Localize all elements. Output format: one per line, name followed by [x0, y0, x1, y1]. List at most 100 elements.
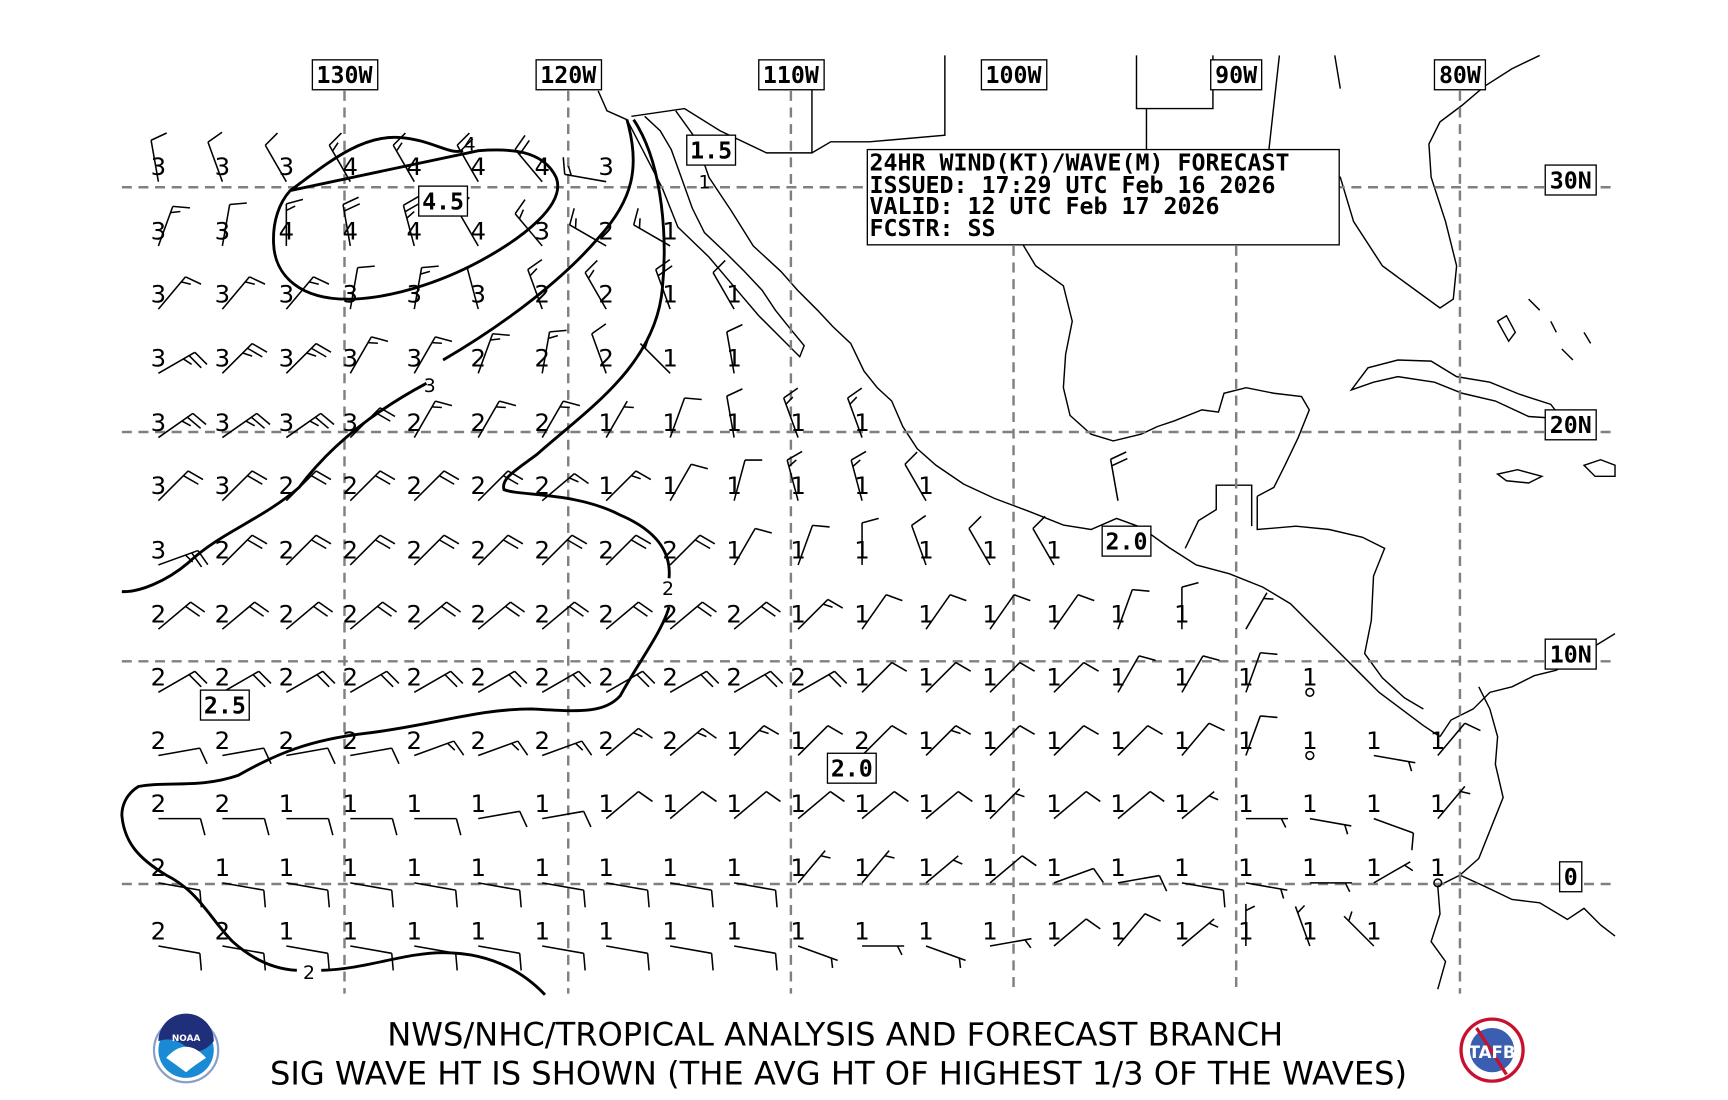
wind-barb-full [172, 205, 190, 209]
wind-barb-shaft [1053, 725, 1085, 757]
wind-barb-full [710, 890, 714, 908]
wind-barb-half [242, 352, 253, 357]
wind-barb [413, 470, 460, 502]
wind-barb-shaft [221, 601, 256, 630]
graticule [121, 90, 1616, 994]
wind-barb [221, 342, 268, 374]
wind-barb-full [774, 890, 778, 908]
wave-height-value: 2 [534, 471, 550, 500]
wind-barb-shaft [541, 534, 573, 566]
wind-barb-full [572, 674, 586, 688]
wave-height-value: 1 [854, 600, 870, 629]
wind-barb-half [1460, 790, 1471, 795]
wind-barb-full [582, 953, 586, 971]
wind-barb-shaft [158, 351, 196, 374]
wind-barb-shaft [669, 534, 701, 566]
wind-barb-shaft [1294, 906, 1311, 947]
wind-barb-shaft [158, 549, 199, 566]
wind-barb-shaft [1373, 754, 1416, 764]
wind-barb-shaft [989, 937, 1032, 947]
wind-barb-full [194, 670, 208, 685]
wind-barb [989, 593, 1031, 630]
wave-height-value: 2 [470, 344, 486, 373]
wind-barb [541, 740, 593, 757]
wind-barb [861, 725, 908, 757]
wind-barb [350, 817, 398, 836]
wave-height-value: 2 [215, 726, 231, 755]
wave-height-value: 2 [151, 663, 167, 692]
wind-barb-full [466, 259, 483, 270]
wave-height-value: 3 [279, 408, 295, 437]
wind-barb-full [247, 539, 263, 550]
wind-barb-full [518, 953, 522, 971]
wind-barb [350, 945, 395, 971]
wind-barb [1053, 790, 1101, 820]
hispaniola-coast [1582, 458, 1616, 478]
wind-barb-shaft [1053, 594, 1079, 630]
wind-barb-full [502, 539, 519, 550]
wind-barb-half [644, 338, 649, 349]
wind-barb-full [249, 605, 265, 617]
wind-barb-full [514, 199, 526, 215]
wind-barb-shaft [413, 601, 448, 630]
bahamas-islands [1496, 298, 1592, 361]
wind-barb-full [251, 342, 268, 353]
wave-height-value: 4 [343, 152, 358, 181]
contour-label: 3 [424, 376, 436, 397]
wind-barb-shaft [285, 276, 314, 310]
longitude-labels: 130W 120W 110W 100W 90W 80W [311, 59, 1487, 91]
wave-height-value: 1 [790, 789, 806, 818]
wave-height-value: 1 [726, 279, 741, 308]
wind-barb-full [514, 134, 526, 150]
wind-barb-shaft [413, 400, 436, 438]
wind-barb-shaft [797, 725, 829, 757]
wind-barb-half [495, 406, 506, 409]
wind-barb [968, 515, 991, 566]
wind-barb-full [318, 601, 334, 613]
wind-barb [925, 855, 963, 884]
wind-barb [712, 259, 735, 310]
wind-barb-full [891, 725, 908, 736]
wind-barb-full [712, 259, 726, 274]
wind-barb-half [548, 334, 559, 340]
wind-barb-half [623, 406, 634, 409]
wind-barb-shaft [349, 601, 384, 630]
wind-barb [350, 747, 400, 765]
wave-height-value: 3 [343, 408, 358, 437]
wind-barb-full [847, 387, 863, 399]
wind-barb-shaft [861, 790, 895, 820]
wind-barb-shaft [342, 204, 352, 247]
wind-barb-shaft [1181, 790, 1215, 820]
wind-barb-shaft [222, 747, 264, 757]
wind-barb-shaft [413, 336, 436, 374]
wind-barb [285, 412, 335, 439]
wind-barb [349, 407, 396, 439]
wave-height-value: 1 [1110, 663, 1126, 692]
wave-height-value: 2 [854, 726, 870, 755]
wind-barb-shaft [221, 204, 231, 247]
wind-barb-full [765, 790, 781, 803]
wind-barb [541, 473, 589, 502]
wind-barb-half [1297, 904, 1306, 914]
wind-barb-shaft [414, 740, 455, 757]
wind-barb-shaft [157, 601, 192, 630]
wind-barb-full [701, 601, 717, 613]
wind-barb-full [499, 400, 517, 407]
boxed-contour-labels: 1.5 4.5 2.5 2.0 2.0 [199, 134, 1152, 784]
wave-height-value: 3 [215, 471, 231, 500]
wind-barb-shaft [221, 412, 258, 439]
wind-barb-shaft [670, 882, 712, 891]
wave-height-value: 1 [1174, 853, 1190, 882]
wave-height-value: 3 [407, 279, 423, 308]
wind-barb-full [311, 539, 327, 550]
wind-barb [733, 459, 763, 501]
wind-barb [655, 259, 673, 310]
wave-height-value: 1 [662, 916, 677, 945]
wave-height-value: 4 [470, 152, 486, 181]
south-america-coast [1430, 686, 1504, 990]
wind-barb-full [1138, 655, 1156, 662]
wave-height-value: 1 [918, 726, 934, 755]
wind-barb-shaft [797, 790, 831, 820]
wind-barb-full [637, 790, 653, 803]
wind-barb-shaft [1181, 655, 1204, 693]
